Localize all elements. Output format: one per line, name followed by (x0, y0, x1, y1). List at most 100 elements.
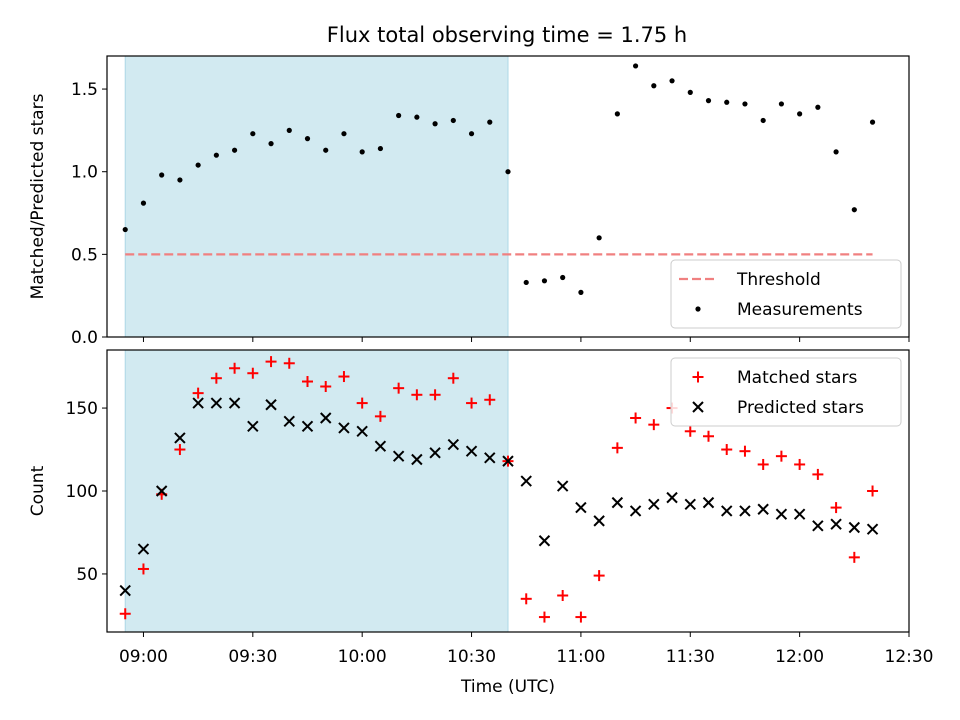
measurements-point (797, 111, 803, 117)
shaded-region (124, 349, 509, 633)
matched-stars-point (830, 502, 842, 514)
y-axis-label: Matched/Predicted stars (28, 93, 48, 299)
x-stroke-b (374, 440, 387, 452)
x-stroke-b (775, 508, 788, 520)
x-stroke-b (666, 491, 678, 504)
legend-predicted-swatch (692, 401, 704, 413)
legend-matched-swatch (692, 371, 704, 383)
legend-label: Threshold (736, 270, 821, 290)
x-stroke-b (757, 503, 769, 515)
legend-measurements-swatch (695, 306, 701, 312)
matched-stars-point (484, 394, 496, 406)
measurements-point (414, 114, 420, 120)
x-stroke-b (265, 399, 277, 411)
measurements-point (359, 149, 365, 155)
predicted-stars-point (119, 584, 131, 597)
matched-stars-point (447, 372, 459, 384)
x-stroke-b (629, 505, 642, 517)
x-stroke-b (830, 518, 842, 530)
matched-stars-point (247, 367, 259, 379)
predicted-stars-point (392, 450, 405, 462)
x-stroke-b (228, 397, 241, 409)
measurements-point (687, 89, 693, 95)
predicted-stars-point (411, 453, 423, 466)
matched-stars-point (703, 430, 714, 442)
legend-box (670, 259, 902, 329)
measurements-point (231, 147, 238, 153)
measurements-point (815, 104, 821, 110)
matched-stars-point (775, 450, 787, 462)
x-stroke-b (556, 480, 569, 492)
predicted-stars-point (356, 425, 368, 437)
x-stroke-b (356, 425, 368, 437)
measurements-point (651, 83, 657, 89)
x-stroke-b (502, 455, 514, 467)
matched-stars-point (593, 570, 605, 582)
predicted-stars-point (702, 496, 715, 509)
matched-stars-point (630, 412, 642, 424)
x-stroke-b (702, 496, 715, 509)
predicted-stars-point (739, 505, 751, 517)
predicted-stars-point (848, 521, 861, 534)
matched-stars-point (210, 372, 222, 384)
measurements-point (487, 119, 493, 125)
measurements-point (724, 99, 730, 105)
measurements-point (140, 200, 147, 206)
measurements-point (195, 162, 201, 168)
measurements-point (778, 101, 785, 107)
x-stroke-b (447, 438, 460, 451)
measurements-point (833, 149, 839, 155)
predicted-stars-point (247, 420, 259, 433)
matched-stars-point (338, 371, 350, 383)
measurements-point (450, 117, 456, 124)
matched-stars-point (575, 611, 587, 623)
measurements-point (304, 136, 311, 142)
matched-stars-point (757, 458, 769, 470)
x-stroke-b (429, 447, 441, 459)
x-stroke-b (247, 420, 259, 433)
x-stroke-b (866, 523, 879, 535)
x-stroke-b (593, 515, 605, 527)
matched-stars-point (721, 444, 733, 456)
x-tick-label: 10:00 (338, 647, 387, 667)
legend-label: Matched stars (737, 368, 857, 388)
measurements-point (377, 145, 384, 152)
measurements-point (614, 111, 620, 117)
predicted-stars-point (155, 485, 168, 497)
x-stroke-b (119, 584, 131, 597)
legend: Threshold Measurements (670, 259, 902, 329)
x-stroke-b (465, 445, 478, 457)
y-tick-label: 1.0 (71, 163, 98, 183)
legend-label: Predicted stars (737, 398, 864, 418)
predicted-stars-point (320, 412, 332, 424)
y-tick-label: 150 (66, 399, 98, 419)
y-tick-label: 50 (76, 565, 98, 585)
x-stroke-b (210, 397, 223, 409)
predicted-stars-point (648, 498, 660, 510)
predicted-stars-point (666, 491, 678, 504)
measurements-point (596, 235, 602, 241)
x-stroke-b (301, 420, 314, 433)
matched-stars-point (648, 419, 660, 431)
matched-stars-point (466, 397, 478, 409)
measurements-point (432, 121, 438, 127)
measurements-point (268, 141, 274, 147)
measurements-point (632, 63, 639, 69)
measurements-point (851, 207, 857, 213)
x-stroke-b (520, 475, 532, 487)
predicted-stars-point (484, 452, 496, 464)
predicted-stars-point (301, 420, 314, 433)
predicted-stars-point (793, 508, 806, 520)
predicted-stars-point (684, 498, 696, 510)
matched-stars-point (374, 410, 386, 422)
measurements-point (505, 169, 511, 175)
predicted-stars-point (228, 397, 241, 409)
measurements-point (578, 289, 584, 295)
predicted-stars-point (775, 508, 788, 520)
shaded-region (124, 55, 509, 338)
measurements-point (541, 278, 548, 284)
predicted-stars-point (502, 455, 514, 467)
y-tick-label: 100 (66, 482, 98, 502)
matched-stars-point (320, 380, 332, 392)
